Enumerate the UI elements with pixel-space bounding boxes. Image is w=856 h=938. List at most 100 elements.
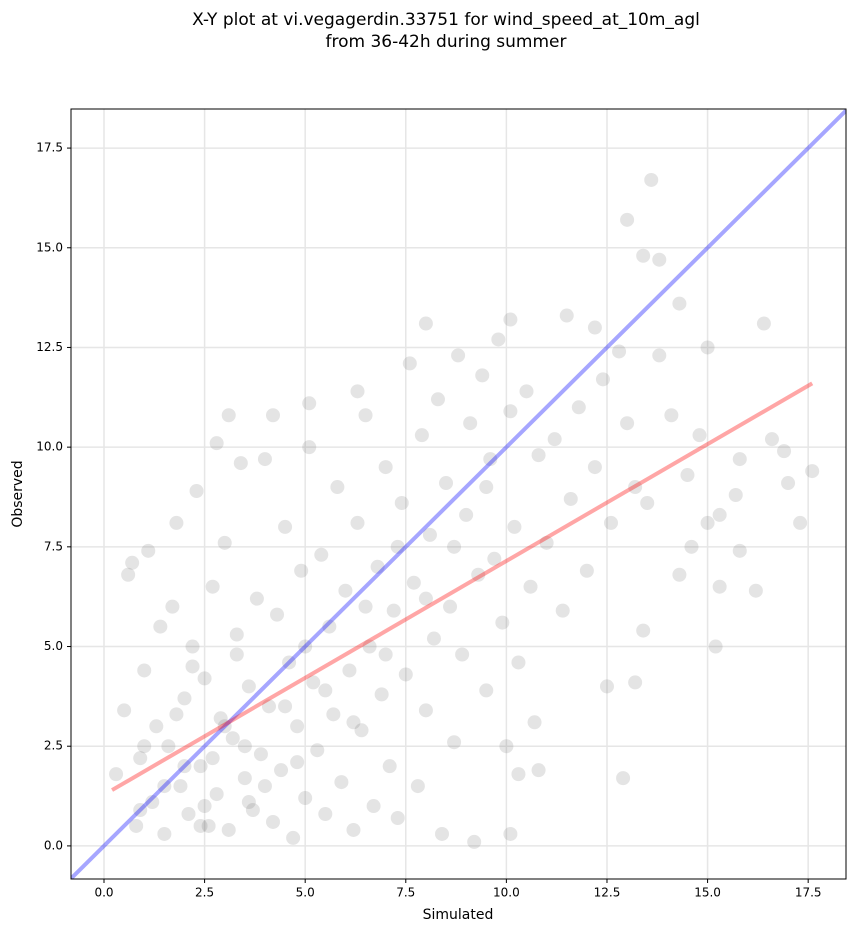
- point: [475, 368, 490, 383]
- point: [563, 491, 578, 506]
- point: [756, 316, 771, 331]
- y-axis-label: Observed: [10, 460, 26, 527]
- point: [587, 460, 602, 475]
- x-tick-label: 10.0: [493, 886, 520, 900]
- point: [157, 779, 172, 794]
- point: [318, 683, 333, 698]
- point: [201, 818, 216, 833]
- y-tick-label: 2.5: [44, 739, 63, 753]
- point: [459, 507, 474, 522]
- point: [278, 519, 293, 534]
- point: [350, 384, 365, 399]
- point: [499, 739, 514, 754]
- x-tick-label: 2.5: [195, 886, 214, 900]
- point: [805, 464, 820, 479]
- point: [157, 826, 172, 841]
- point: [189, 484, 204, 499]
- point: [511, 767, 526, 782]
- point: [507, 519, 522, 534]
- point: [350, 515, 365, 530]
- point: [616, 771, 631, 786]
- point: [467, 834, 482, 849]
- point: [439, 476, 454, 491]
- ticks: 0.0 2.5 5.0 7.5 10.0 12.5 15.0 17.5 0.0 2.5 5.0 7.5…: [36, 141, 821, 900]
- point: [571, 400, 586, 415]
- point: [430, 392, 445, 407]
- point: [213, 711, 228, 726]
- point: [620, 212, 635, 227]
- point: [209, 436, 224, 451]
- point: [503, 826, 518, 841]
- point: [700, 340, 715, 355]
- point: [684, 539, 699, 554]
- point: [527, 715, 542, 730]
- point: [217, 535, 232, 550]
- point: [728, 487, 743, 502]
- point: [290, 719, 305, 734]
- point: [628, 675, 643, 690]
- x-tick-label: 5.0: [296, 886, 315, 900]
- point: [241, 795, 256, 810]
- point: [177, 759, 192, 774]
- point: [298, 791, 313, 806]
- point: [306, 675, 321, 690]
- point: [270, 607, 285, 622]
- point: [447, 539, 462, 554]
- point: [185, 659, 200, 674]
- point: [599, 679, 614, 694]
- point: [398, 667, 413, 682]
- point: [732, 543, 747, 558]
- point: [426, 631, 441, 646]
- point: [652, 252, 667, 267]
- point: [322, 619, 337, 634]
- point: [125, 555, 140, 570]
- point: [447, 735, 462, 750]
- point: [257, 779, 272, 794]
- point: [117, 703, 132, 718]
- point: [471, 567, 486, 582]
- point: [732, 452, 747, 467]
- point: [229, 627, 244, 642]
- point: [503, 404, 518, 419]
- point: [418, 703, 433, 718]
- point: [793, 515, 808, 530]
- x-tick-label: 12.5: [594, 886, 621, 900]
- lines: [71, 109, 846, 879]
- point: [612, 344, 627, 359]
- point: [652, 348, 667, 363]
- point: [636, 623, 651, 638]
- point: [378, 647, 393, 662]
- point: [109, 767, 124, 782]
- point: [265, 408, 280, 423]
- point: [620, 416, 635, 431]
- point: [418, 316, 433, 331]
- point: [302, 440, 317, 455]
- point: [121, 567, 136, 582]
- chart-title: from 36-42h during summer: [326, 32, 567, 52]
- point: [197, 671, 212, 686]
- point: [435, 826, 450, 841]
- point: [173, 779, 188, 794]
- point: [193, 818, 208, 833]
- plot-frame: [70, 108, 847, 880]
- point: [225, 731, 240, 746]
- point: [579, 563, 594, 578]
- point: [479, 480, 494, 495]
- point: [257, 452, 272, 467]
- point: [418, 591, 433, 606]
- point: [318, 807, 333, 822]
- point: [181, 807, 196, 822]
- point: [531, 763, 546, 778]
- y-tick-label: 10.0: [36, 440, 63, 454]
- y-tick-label: 7.5: [44, 539, 63, 553]
- point: [161, 739, 176, 754]
- point: [169, 515, 184, 530]
- point: [153, 619, 168, 634]
- point: [165, 599, 180, 614]
- point: [628, 480, 643, 495]
- point: [169, 707, 184, 722]
- point: [133, 751, 148, 766]
- point: [519, 384, 534, 399]
- point: [712, 507, 727, 522]
- point: [205, 751, 220, 766]
